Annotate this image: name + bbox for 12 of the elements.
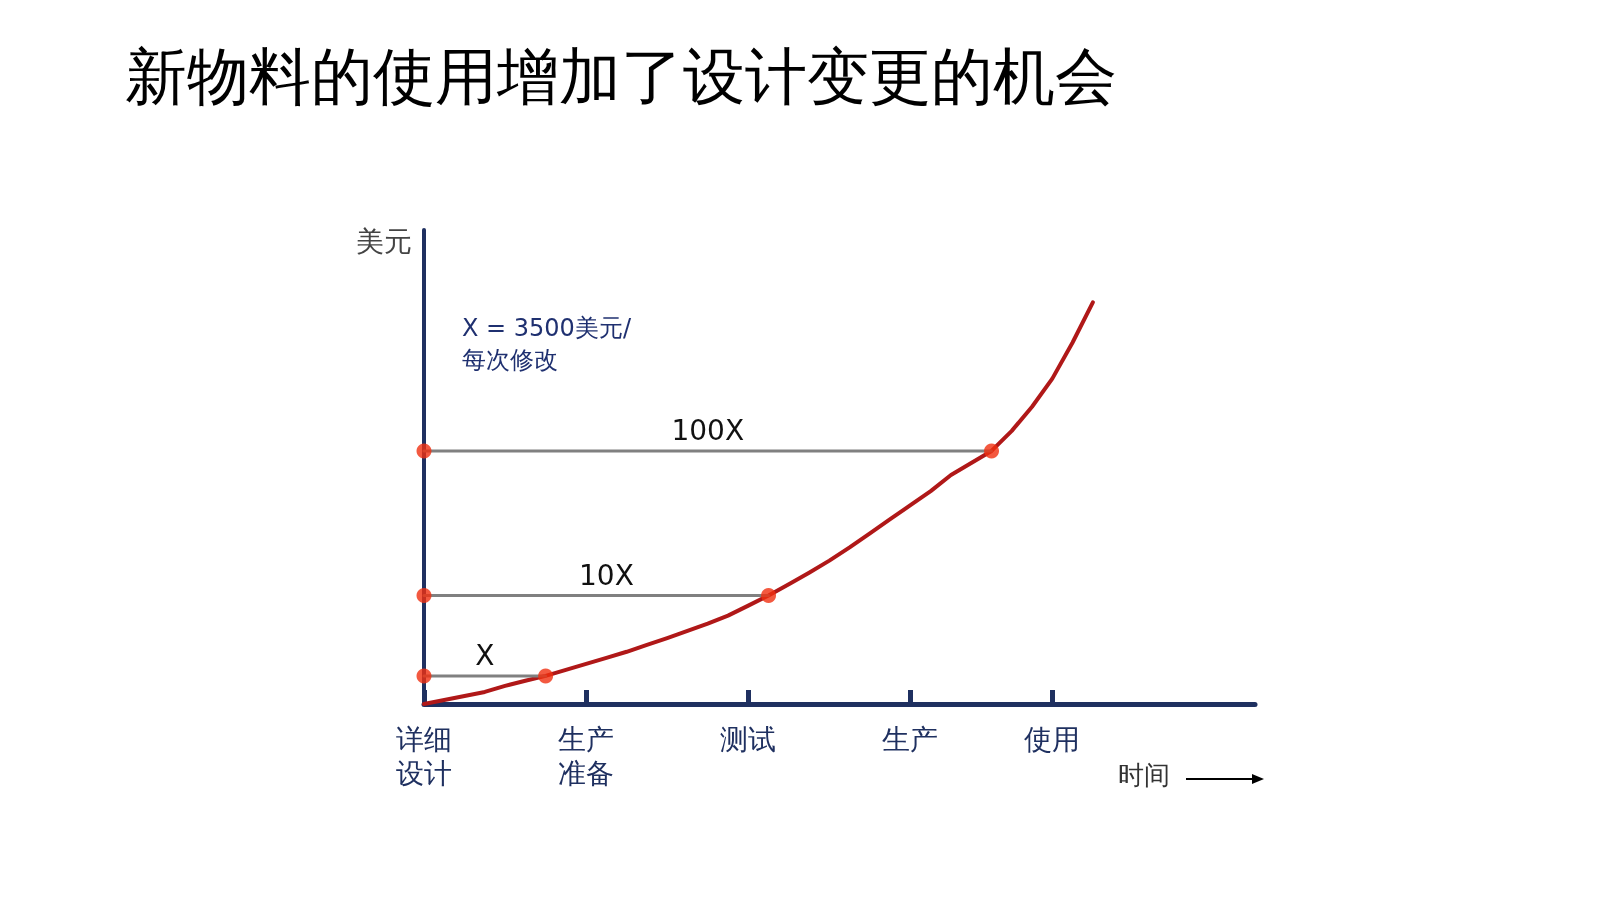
- series-label: 10X: [579, 559, 634, 593]
- series-label: X: [475, 639, 495, 673]
- x-tick-label: 测试: [720, 722, 777, 756]
- x-tick-label: 生产准备: [558, 722, 615, 790]
- x-tick-label: 生产: [882, 722, 939, 756]
- x-tick-label: 使用: [1024, 722, 1081, 756]
- series-label: 100X: [671, 414, 745, 448]
- chart-title: 新物料的使用增加了设计变更的机会: [125, 39, 1117, 113]
- annotation: X = 3500美元/ 每次修改: [462, 314, 632, 374]
- x-tick-label: 详细设计: [396, 722, 452, 790]
- y-axis-title: 美元: [356, 224, 412, 258]
- x-axis-title: 时间: [1118, 760, 1170, 790]
